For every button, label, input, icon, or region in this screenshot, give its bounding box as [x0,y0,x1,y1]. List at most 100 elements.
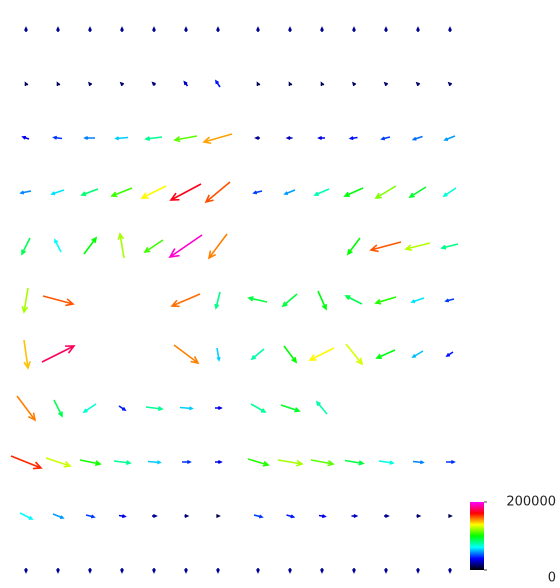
vector-arrow [84,238,96,254]
vector-arrow [444,188,456,196]
vector-arrow [258,83,260,86]
vector-arrow [26,83,28,86]
vector-arrow [321,28,324,32]
vector-arrow [446,299,454,302]
vector-arrow [25,28,28,32]
vector-arrow [170,235,202,257]
vector-arrow [254,515,262,518]
page: 0200000 (() => { const data = JSON.parse… [0,0,560,588]
vector-arrow [283,294,297,306]
vector-arrow [22,238,30,254]
vector-arrow [146,137,162,140]
vector-arrow [217,348,220,360]
vector-arrow [377,350,395,358]
vector-arrow [345,188,363,196]
vector-arrow [288,137,293,140]
vector-arrow [310,348,334,360]
vector-arrow [417,568,420,572]
vector-arrow [248,459,268,466]
vector-arrow [175,136,197,141]
vector-arrow [346,296,362,304]
vector-arrow [121,568,124,572]
vector-arrow [319,515,325,518]
vector-arrow [311,460,333,465]
vector-arrow [11,456,41,469]
vector-arrow [182,461,190,464]
vector-arrow [119,515,125,518]
vector-arrow [22,288,28,312]
vector-arrow [185,82,188,86]
vector-panel [248,28,458,572]
vector-arrow [112,188,132,196]
vector-arrow [204,134,232,143]
vector-arrow [46,458,70,467]
vector-arrow [42,346,74,362]
vector-arrow [249,297,267,302]
vector-arrow [256,137,260,140]
vector-arrow [385,28,388,32]
vector-arrow [148,461,160,464]
vector-arrow [371,242,401,251]
vector-arrow [384,515,388,518]
vector-arrow [351,137,358,140]
vector-panel [11,28,232,572]
vector-arrow [215,407,221,410]
vector-arrow [376,297,396,304]
vector-arrow [449,28,452,32]
vector-arrow [57,568,60,572]
vector-arrow [317,402,327,414]
vector-arrow [345,461,363,465]
vector-arrow [217,568,220,572]
vector-arrow [52,190,64,194]
vector-arrow [446,461,454,464]
vector-arrow [89,28,92,32]
vector-arrow [284,346,296,362]
vector-arrow [348,238,360,254]
colorbar [470,502,484,570]
vector-arrow [17,396,35,420]
vector-arrow [257,568,260,572]
vector-arrow [43,296,73,305]
vector-arrow [216,515,219,518]
vector-arrow [180,407,192,410]
vector-arrow [321,568,324,572]
vector-arrow [121,83,124,86]
vector-arrow [417,83,420,86]
vector-arrow [353,83,356,86]
vector-arrow [379,461,393,464]
vector-arrow [413,351,423,357]
vector-arrow [315,189,329,195]
vector-arrow [352,515,357,518]
vector-arrow [54,137,62,140]
vector-arrow [412,298,424,302]
vector-arrow [385,83,388,86]
vector-arrow [287,515,294,518]
vector-arrow [119,406,125,410]
vector-arrow [257,28,260,32]
vector-arrow [185,515,188,518]
vector-arrow [346,344,362,364]
vector-arrow [206,182,230,202]
vector-arrow [376,186,396,198]
vector-arrow [319,137,325,140]
vector-arrow [406,243,430,250]
vector-arrow [121,28,124,32]
vector-arrow [216,81,220,87]
vector-arrow [152,515,156,518]
colorbar-tick-label: 0 [548,571,556,586]
vector-arrow [89,83,92,86]
vector-arrow [278,460,302,466]
vector-arrow [20,513,32,519]
vector-arrow [153,83,156,86]
vector-arrow [116,137,128,140]
vector-arrow [57,28,60,32]
vector-arrow [217,28,220,32]
vector-arrow [447,352,453,356]
vector-arrow [53,514,63,518]
vector-arrow [21,191,31,194]
vector-arrow [145,240,163,252]
vector-arrow [209,234,227,258]
vector-arrow [417,28,420,32]
vector-arrow [353,28,356,32]
vector-arrow [414,137,423,140]
